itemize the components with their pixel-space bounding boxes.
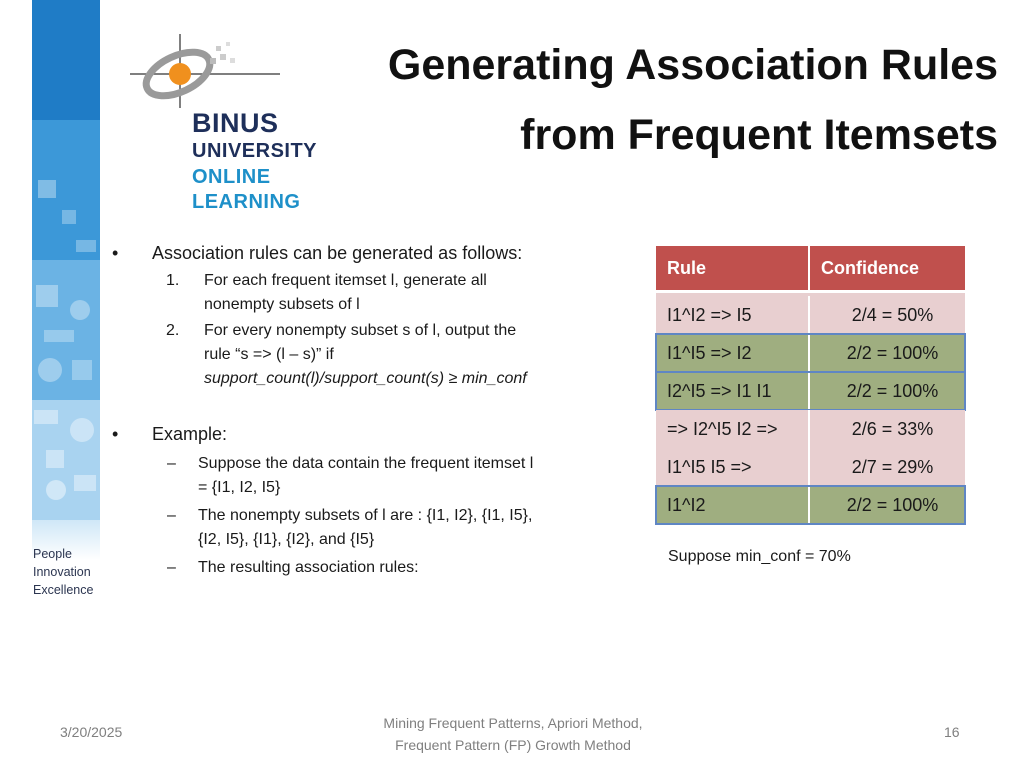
table-row-highlighted: I2^I5 => I1 I1 2/2 = 100%	[655, 371, 966, 411]
slide-title: Generating Association Rules from Freque…	[278, 30, 998, 170]
rule-cell: I1^I5 => I2	[656, 334, 810, 372]
table-row: I1^I5 I5 => 2/7 = 29%	[656, 448, 965, 486]
min-conf-note: Suppose min_conf = 70%	[668, 548, 851, 565]
item-text: For each frequent itemset l, generate al…	[204, 272, 487, 313]
column-header-rule: Rule	[656, 246, 810, 290]
column-header-confidence: Confidence	[821, 257, 920, 278]
rule-cell: I1^I5 I5 =>	[656, 448, 810, 486]
dash-item: – Suppose the data contain the frequent …	[112, 452, 542, 500]
bullet-item: • Association rules can be generated as …	[112, 240, 542, 267]
rule-cell: => I2^I5 I2 =>	[656, 410, 810, 448]
item-number: 2.	[166, 322, 180, 339]
dash-mark: –	[167, 455, 176, 472]
footer-course-line-1: Mining Frequent Patterns, Apriori Method…	[383, 715, 643, 731]
table-row-highlighted: I1^I5 => I2 2/2 = 100%	[655, 333, 966, 373]
decorative-strip	[32, 0, 100, 520]
tagline-line: Innovation	[33, 565, 91, 579]
item-number: 1.	[166, 272, 180, 289]
numbered-item: 1. For each frequent itemset l, generate…	[112, 269, 542, 317]
logo-text-online: ONLINE	[192, 166, 271, 188]
logo-text-university: UNIVERSITY	[192, 140, 318, 162]
slide-title-line-1: Generating Association Rules	[387, 41, 998, 89]
slide-title-line-2: from Frequent Itemsets	[520, 111, 998, 159]
bullet-mark: •	[112, 424, 119, 444]
rule-cell: I1^I2 => I5	[656, 296, 810, 334]
confidence-cell: 2/2 = 100%	[846, 380, 939, 401]
item-text: For every nonempty subset s of l, output…	[204, 322, 517, 363]
tagline: People Innovation Excellence	[33, 545, 93, 599]
rule-cell: I2^I5 => I1 I1	[656, 372, 810, 410]
tagline-line: Excellence	[33, 583, 94, 597]
dash-mark: –	[167, 559, 176, 576]
dash-item: – The resulting association rules:	[112, 556, 542, 580]
dash-mark: –	[167, 507, 176, 524]
dash-text: Suppose the data contain the frequent it…	[198, 455, 534, 496]
numbered-item: 2. For every nonempty subset s of l, out…	[112, 319, 542, 391]
footer-course-title: Mining Frequent Patterns, Apriori Method…	[340, 712, 686, 756]
footer-course-line-2: Frequent Pattern (FP) Growth Method	[395, 737, 631, 753]
pattern-graphic	[32, 0, 100, 520]
binus-logo: BINUS UNIVERSITY ONLINE LEARNING	[130, 28, 330, 218]
bullet-text: Example:	[152, 424, 228, 444]
page-number: 16	[944, 724, 960, 740]
confidence-cell: 2/2 = 100%	[846, 342, 939, 363]
confidence-cell: 2/6 = 33%	[851, 418, 934, 439]
table-row-highlighted: I1^I2 2/2 = 100%	[655, 485, 966, 525]
tagline-line: People	[33, 547, 72, 561]
confidence-cell: 2/2 = 100%	[846, 494, 939, 515]
table-header: Rule Confidence	[656, 246, 965, 290]
table-row: => I2^I5 I2 => 2/6 = 33%	[656, 410, 965, 448]
confidence-cell: 2/4 = 50%	[851, 304, 934, 325]
logo-emblem-icon	[130, 34, 280, 108]
strip-fade	[32, 520, 100, 560]
rules-table: Rule Confidence I1^I2 => I5 2/4 = 50% I1…	[655, 246, 966, 525]
confidence-cell: 2/7 = 29%	[851, 456, 934, 477]
bullet-item: • Example:	[112, 421, 542, 448]
dash-text: The nonempty subsets of l are : {I1, I2}…	[198, 507, 533, 548]
rule-cell: I1^I2	[656, 486, 810, 524]
bullet-mark: •	[112, 243, 119, 263]
dash-item: – The nonempty subsets of l are : {I1, I…	[112, 504, 542, 552]
logo-text-binus: BINUS	[192, 108, 279, 138]
item-formula: support_count(l)/support_count(s) ≥ min_…	[204, 370, 527, 387]
footer-date: 3/20/2025	[60, 724, 123, 740]
slide-content: • Association rules can be generated as …	[112, 240, 542, 580]
bullet-text: Association rules can be generated as fo…	[152, 243, 523, 263]
dash-text: The resulting association rules:	[198, 559, 419, 576]
logo-text-learning: LEARNING	[192, 191, 301, 213]
table-row: I1^I2 => I5 2/4 = 50%	[656, 293, 965, 334]
